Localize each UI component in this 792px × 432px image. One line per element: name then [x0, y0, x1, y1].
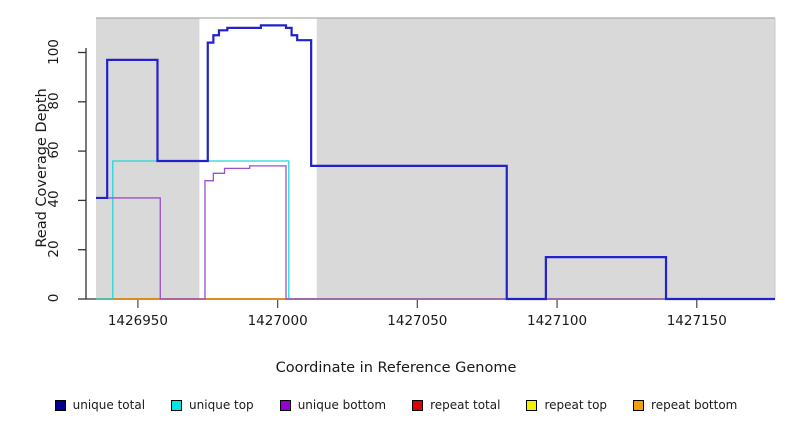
x-tick-label: 1426950 — [107, 313, 168, 329]
legend-item-unique-total[interactable]: unique total — [54, 398, 146, 412]
y-tick-label: 0 — [46, 293, 62, 303]
legend-label: repeat total — [430, 398, 501, 412]
legend-item-repeat-top[interactable]: repeat top — [526, 398, 607, 412]
legend-swatch-icon — [54, 399, 66, 411]
y-tick-label: 60 — [46, 141, 62, 159]
series-unique-bottom — [96, 165, 775, 300]
x-tick-label: 1427100 — [526, 313, 588, 329]
legend-label: unique top — [189, 398, 254, 412]
series-unique-total — [96, 24, 775, 301]
legend-swatch-icon — [279, 399, 291, 411]
y-tick-label: 20 — [46, 240, 62, 258]
legend-item-repeat-total[interactable]: repeat total — [412, 398, 500, 412]
plot-background — [96, 18, 775, 299]
x-axis-title: Coordinate in Reference Genome — [275, 360, 517, 376]
x-tick-label: 1427050 — [387, 313, 448, 329]
y-tick-label: 80 — [46, 92, 62, 110]
y-tick-label: 100 — [46, 38, 62, 65]
legend-swatch-icon — [526, 399, 538, 411]
legend-swatch-icon — [633, 399, 645, 411]
chart-legend: unique total unique top unique bottom repea… — [0, 398, 792, 412]
legend-item-unique-bottom[interactable]: unique bottom — [279, 398, 387, 412]
x-tick-label: 1427150 — [666, 313, 727, 329]
legend-label: repeat bottom — [651, 398, 738, 412]
coverage-gap-band — [199, 18, 317, 299]
legend-label: unique bottom — [297, 398, 387, 412]
legend-item-unique-top[interactable]: unique top — [171, 398, 254, 412]
legend-item-repeat-bottom[interactable]: repeat bottom — [633, 398, 737, 412]
legend-swatch-icon — [171, 399, 183, 411]
legend-label: repeat top — [544, 398, 608, 412]
legend-label: unique total — [72, 398, 146, 412]
legend-swatch-icon — [412, 399, 424, 411]
x-tick-label: 1427000 — [247, 313, 308, 329]
y-tick-label: 40 — [46, 190, 62, 208]
